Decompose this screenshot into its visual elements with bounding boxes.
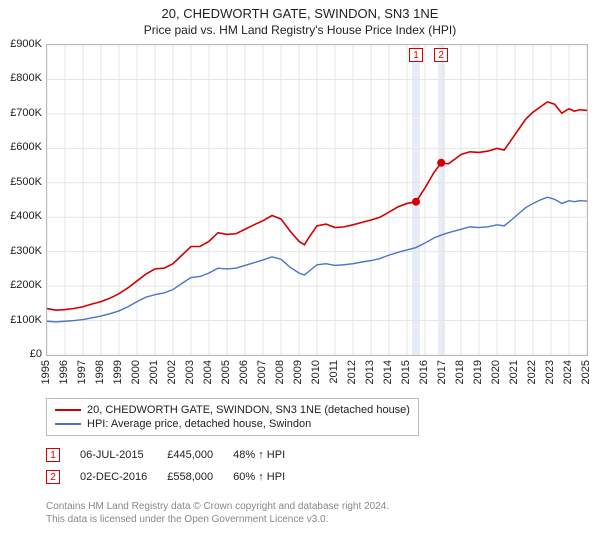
x-tick-label: 2014	[382, 360, 394, 384]
x-tick-label: 2006	[238, 360, 250, 384]
x-tick-label: 2024	[562, 360, 574, 384]
x-axis-labels: 1995199619971998199920002001200220032004…	[46, 360, 586, 400]
legend-item: 20, CHEDWORTH GATE, SWINDON, SN3 1NE (de…	[55, 403, 410, 417]
x-tick-label: 2023	[544, 360, 556, 384]
x-tick-label: 2016	[418, 360, 430, 384]
legend-label: HPI: Average price, detached house, Swin…	[87, 418, 311, 430]
y-tick-label: £700K	[10, 107, 42, 119]
y-tick-label: £500K	[10, 176, 42, 188]
x-tick-label: 2022	[526, 360, 538, 384]
x-tick-label: 2012	[346, 360, 358, 384]
y-tick-label: £300K	[10, 245, 42, 257]
y-tick-label: £200K	[10, 279, 42, 291]
x-tick-label: 2000	[130, 360, 142, 384]
x-tick-label: 1999	[112, 360, 124, 384]
event-date: 02-DEC-2016	[80, 466, 167, 488]
legend-label: 20, CHEDWORTH GATE, SWINDON, SN3 1NE (de…	[87, 404, 410, 416]
x-tick-label: 2021	[508, 360, 520, 384]
x-tick-label: 2018	[454, 360, 466, 384]
legend-swatch	[55, 409, 81, 411]
y-tick-label: £0	[30, 348, 42, 360]
y-tick-label: £600K	[10, 141, 42, 153]
y-tick-label: £800K	[10, 72, 42, 84]
sale-event-row: 2 02-DEC-2016£558,00060% ↑ HPI	[46, 466, 305, 488]
x-tick-label: 2002	[166, 360, 178, 384]
sale-marker	[437, 159, 445, 167]
event-price: £558,000	[167, 466, 233, 488]
plot-marker-label: 1	[409, 48, 423, 62]
x-tick-label: 1996	[58, 360, 70, 384]
sale-event-row: 1 06-JUL-2015£445,00048% ↑ HPI	[46, 444, 305, 466]
x-tick-label: 2015	[400, 360, 412, 384]
y-axis-labels: £0£100K£200K£300K£400K£500K£600K£700K£80…	[0, 44, 46, 354]
x-tick-label: 2011	[328, 360, 340, 384]
plot-marker-label: 2	[434, 48, 448, 62]
x-tick-label: 2009	[292, 360, 304, 384]
y-tick-label: £100K	[10, 314, 42, 326]
y-tick-label: £900K	[10, 38, 42, 50]
footnote-line-1: Contains HM Land Registry data © Crown c…	[46, 501, 389, 512]
sale-events-table: 1 06-JUL-2015£445,00048% ↑ HPI 2 02-DEC-201…	[46, 444, 305, 488]
x-tick-label: 1995	[40, 360, 52, 384]
x-tick-label: 2007	[256, 360, 268, 384]
event-delta: 60% ↑ HPI	[233, 466, 305, 488]
x-tick-label: 2004	[202, 360, 214, 384]
x-tick-label: 1997	[76, 360, 88, 384]
x-tick-label: 2010	[310, 360, 322, 384]
legend-item: HPI: Average price, detached house, Swin…	[55, 417, 410, 431]
event-date: 06-JUL-2015	[80, 444, 167, 466]
x-tick-label: 2005	[220, 360, 232, 384]
legend: 20, CHEDWORTH GATE, SWINDON, SN3 1NE (de…	[46, 398, 419, 436]
legend-swatch	[55, 423, 81, 425]
x-tick-label: 2020	[490, 360, 502, 384]
event-marker: 1	[46, 448, 60, 462]
page-title: 20, CHEDWORTH GATE, SWINDON, SN3 1NE	[0, 0, 600, 21]
sale-marker	[412, 198, 420, 206]
event-price: £445,000	[167, 444, 233, 466]
x-tick-label: 2025	[580, 360, 592, 384]
chart-svg	[47, 45, 587, 355]
page-subtitle: Price paid vs. HM Land Registry's House …	[0, 21, 600, 41]
x-tick-label: 2008	[274, 360, 286, 384]
footnote-line-2: This data is licensed under the Open Gov…	[46, 514, 328, 525]
event-marker: 2	[46, 470, 60, 484]
event-delta: 48% ↑ HPI	[233, 444, 305, 466]
x-tick-label: 2019	[472, 360, 484, 384]
x-tick-label: 2003	[184, 360, 196, 384]
x-tick-label: 1998	[94, 360, 106, 384]
y-tick-label: £400K	[10, 210, 42, 222]
x-tick-label: 2001	[148, 360, 160, 384]
price-chart: 12	[46, 44, 588, 356]
x-tick-label: 2013	[364, 360, 376, 384]
x-tick-label: 2017	[436, 360, 448, 384]
footnote: Contains HM Land Registry data © Crown c…	[46, 500, 389, 526]
